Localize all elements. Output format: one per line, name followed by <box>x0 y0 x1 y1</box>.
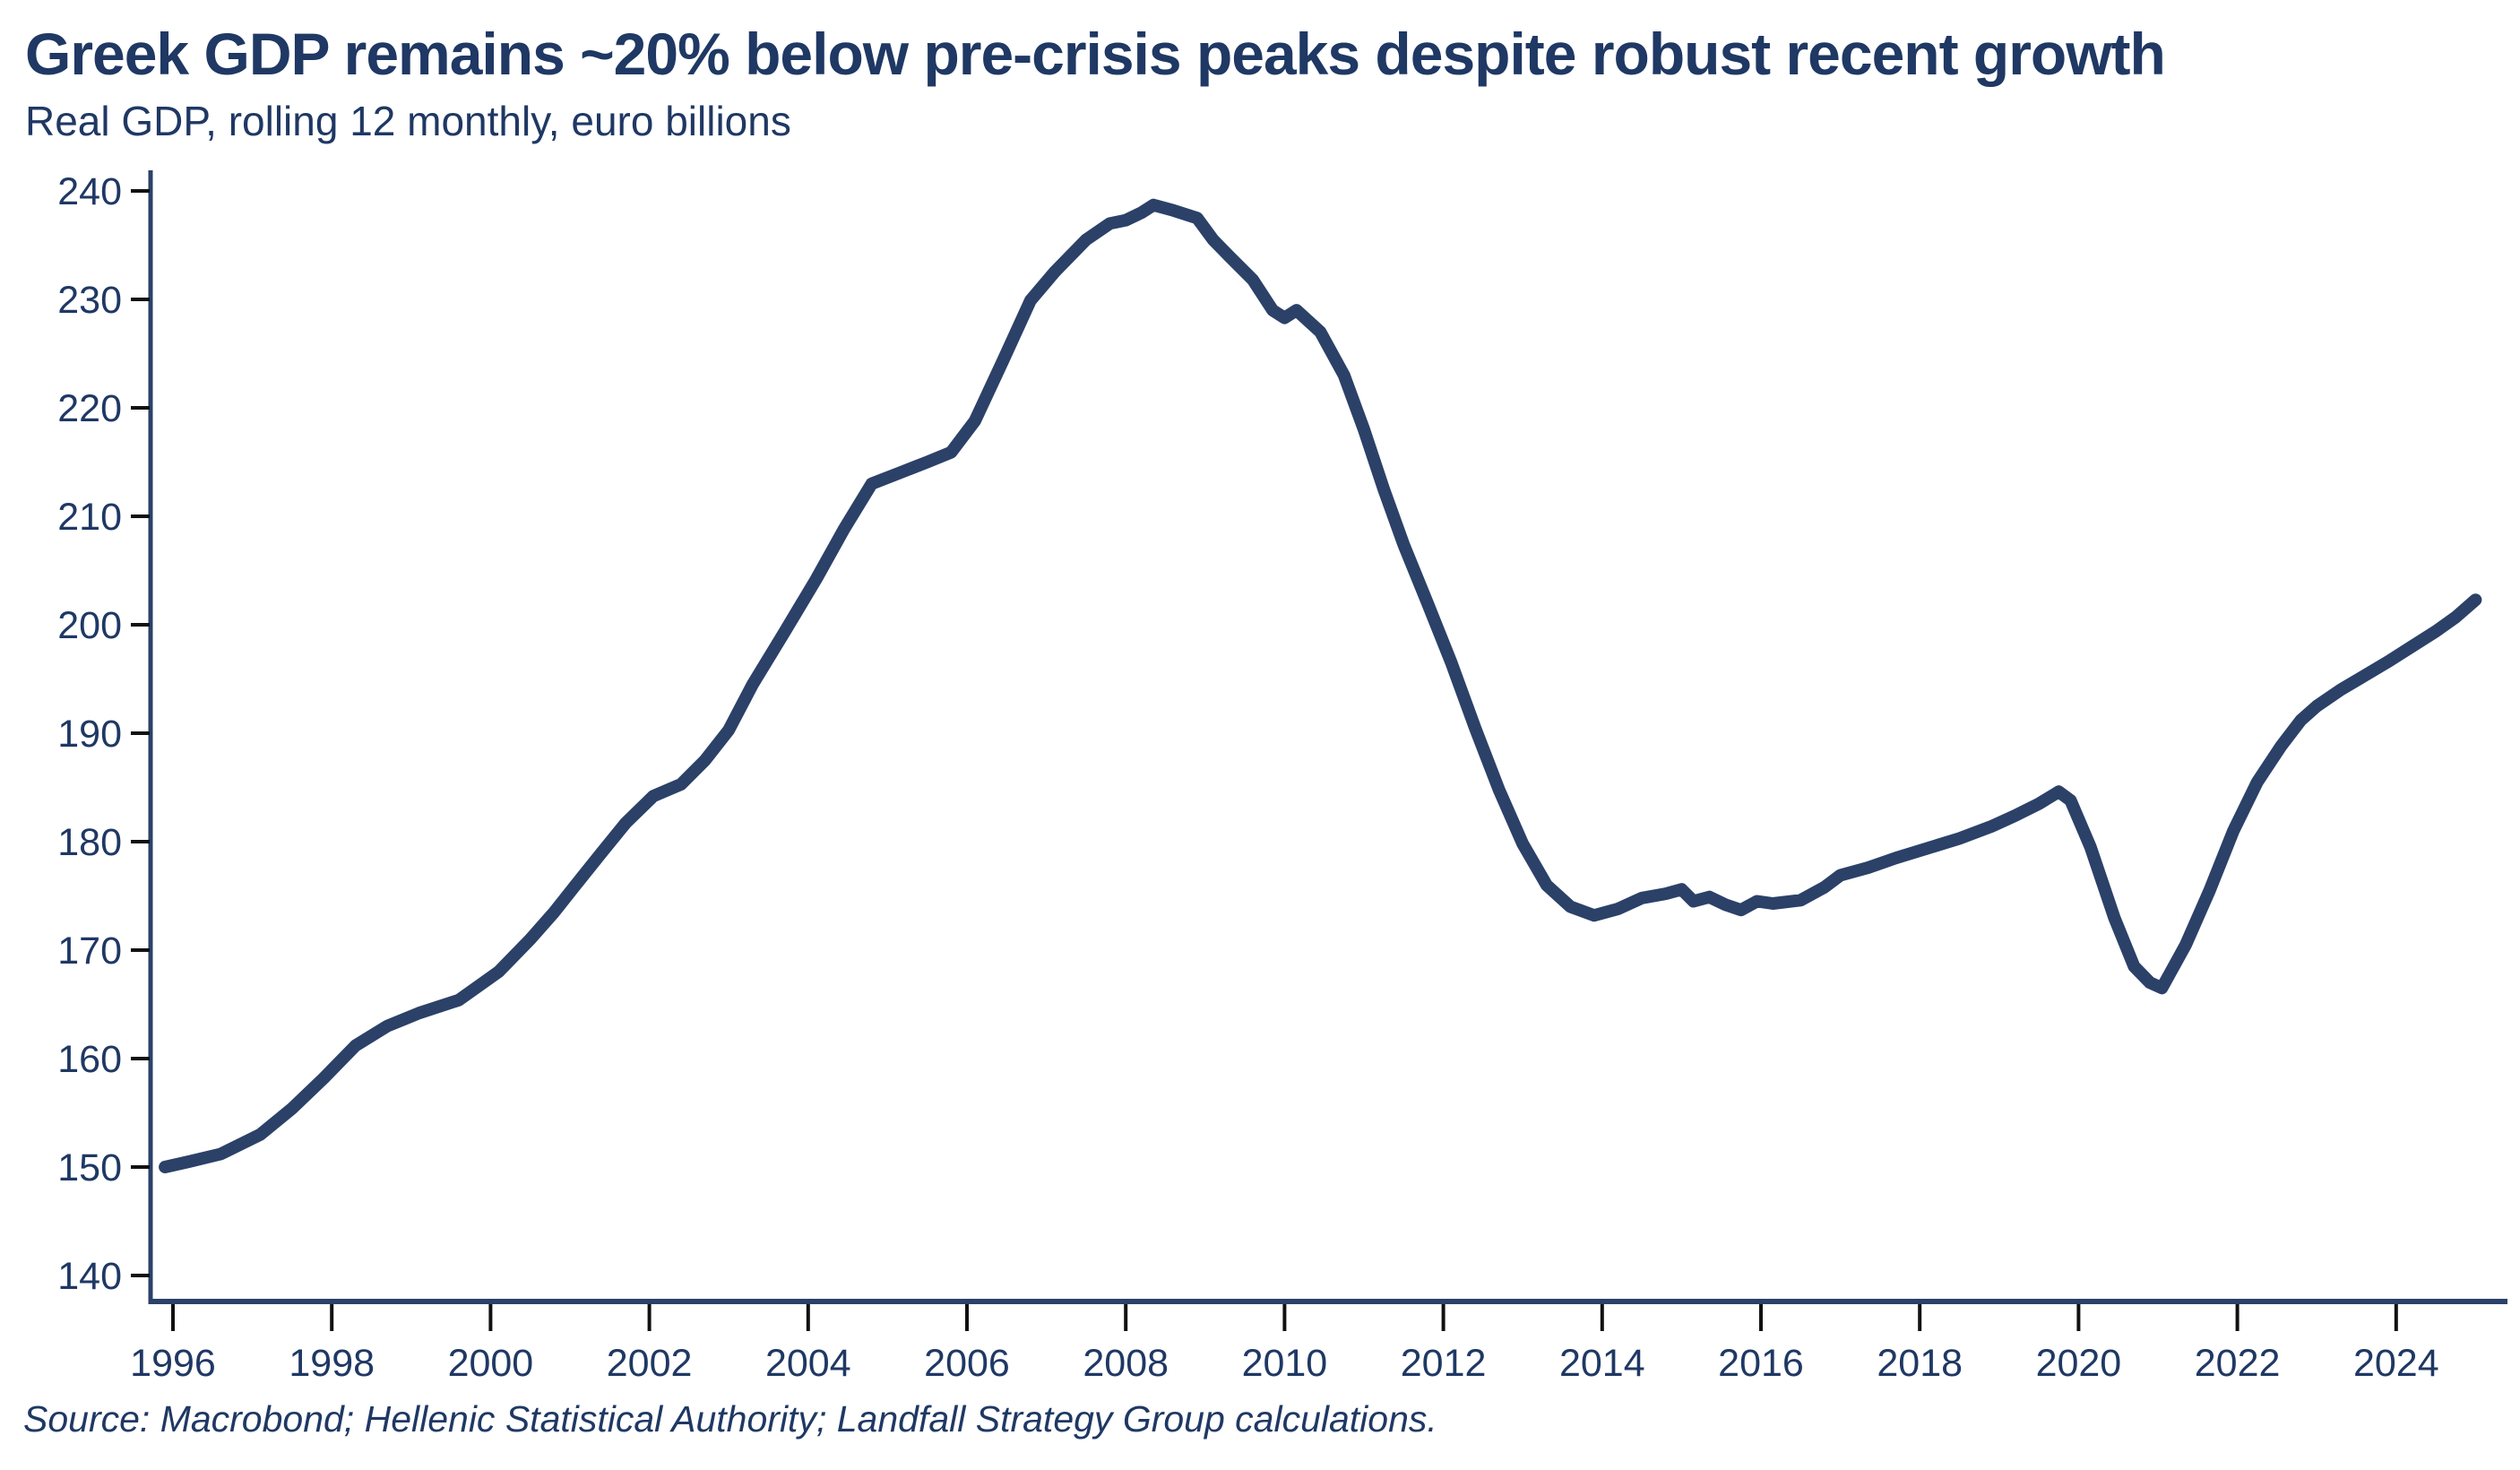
y-tick-label-210: 210 <box>57 496 122 539</box>
y-tick-label-200: 200 <box>57 604 122 647</box>
x-tick-label-2008: 2008 <box>1083 1342 1169 1385</box>
x-tick-label-1998: 1998 <box>289 1342 375 1385</box>
x-tick-label-1996: 1996 <box>130 1342 216 1385</box>
y-tick-label-220: 220 <box>57 387 122 430</box>
x-tick-label-2024: 2024 <box>2353 1342 2439 1385</box>
page-title: Greek GDP remains ~20% below pre-crisis … <box>25 21 2166 87</box>
x-tick-label-2020: 2020 <box>2036 1342 2122 1385</box>
x-tick-label-2010: 2010 <box>1242 1342 1328 1385</box>
y-tick-label-150: 150 <box>57 1146 122 1189</box>
x-tick-label-2014: 2014 <box>1559 1342 1645 1385</box>
source-note: Source: Macrobond; Hellenic Statistical … <box>23 1398 1437 1440</box>
y-tick-label-230: 230 <box>57 279 122 322</box>
x-tick-label-2012: 2012 <box>1401 1342 1487 1385</box>
y-tick-label-170: 170 <box>57 930 122 973</box>
y-tick-label-190: 190 <box>57 713 122 756</box>
y-tick-label-180: 180 <box>57 821 122 864</box>
y-tick-label-240: 240 <box>57 170 122 213</box>
x-tick-label-2004: 2004 <box>765 1342 851 1385</box>
x-tick-label-2016: 2016 <box>1718 1342 1804 1385</box>
gdp-line <box>159 198 2482 1173</box>
x-tick-label-2000: 2000 <box>448 1342 534 1385</box>
x-tick-label-2002: 2002 <box>607 1342 693 1385</box>
x-tick-label-2006: 2006 <box>924 1342 1010 1385</box>
x-tick-label-2018: 2018 <box>1877 1342 1963 1385</box>
x-tick-label-2022: 2022 <box>2195 1342 2281 1385</box>
y-tick-label-160: 160 <box>57 1038 122 1081</box>
y-tick-label-140: 140 <box>57 1255 122 1298</box>
chart-subtitle: Real GDP, rolling 12 monthly, euro billi… <box>25 98 791 144</box>
